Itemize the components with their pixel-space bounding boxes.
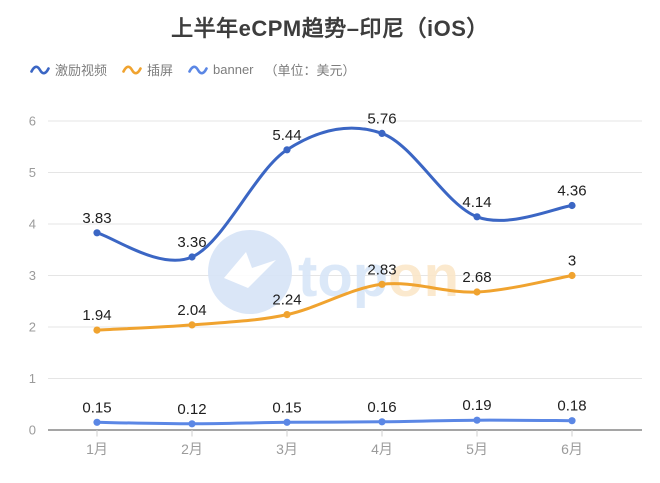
data-label: 0.15 <box>272 399 301 416</box>
data-point <box>188 253 196 261</box>
data-point <box>378 129 386 137</box>
data-label: 0.19 <box>462 397 491 414</box>
data-label: 4.14 <box>462 194 491 211</box>
data-point <box>188 420 196 428</box>
y-axis-label: 2 <box>29 320 36 335</box>
data-point <box>283 418 291 426</box>
data-point <box>93 229 101 237</box>
wave-series-icon <box>122 65 142 74</box>
x-axis-label: 4月 <box>371 441 393 457</box>
wave-series-icon <box>188 65 208 74</box>
data-point <box>93 326 101 334</box>
data-label: 2.68 <box>462 269 491 286</box>
legend-item-label: 插屏 <box>147 63 174 78</box>
legend-item-banner[interactable]: banner <box>188 62 254 77</box>
y-axis-label: 1 <box>29 371 36 386</box>
y-axis-label: 3 <box>29 268 36 283</box>
data-label: 2.83 <box>367 261 396 278</box>
data-point <box>378 280 386 288</box>
y-axis-label: 6 <box>29 114 36 129</box>
legend-item-label: banner <box>213 62 254 77</box>
x-axis-label: 3月 <box>276 441 298 457</box>
data-label: 2.04 <box>177 302 206 319</box>
legend-item-rewarded-video[interactable]: 激励视频 <box>30 60 107 79</box>
watermark-text: topon <box>298 244 459 309</box>
unit-note: （单位：美元） <box>264 63 356 78</box>
data-point <box>473 213 481 221</box>
y-axis-label: 0 <box>29 423 36 438</box>
data-label: 0.12 <box>177 401 206 418</box>
series-line-2 <box>95 418 574 426</box>
x-axis-label: 2月 <box>181 441 203 457</box>
chart-canvas: 0 1 2 3 4 5 6 topon 1月 2月 3月 4月 5月 6月 3.83 3.36 5.44 5.76… <box>29 110 642 457</box>
data-point <box>93 418 101 426</box>
y-axis-label: 5 <box>29 165 36 180</box>
legend-item-interstitial[interactable]: 插屏 <box>122 60 173 79</box>
data-label: 3.36 <box>177 234 206 251</box>
data-point <box>473 288 481 296</box>
data-point <box>568 417 576 425</box>
data-label: 2.24 <box>272 292 301 309</box>
series-line-0 <box>95 126 574 262</box>
data-label: 3 <box>568 253 576 270</box>
x-axis-label: 5月 <box>466 441 488 457</box>
chart-legend: 激励视频 插屏 banner （单位：美元） <box>30 60 356 79</box>
x-axis-label: 1月 <box>86 441 108 457</box>
page-title: 上半年eCPM趋势–印尼（iOS） <box>171 16 489 41</box>
data-point <box>473 416 481 424</box>
data-point <box>568 271 576 280</box>
bird-icon <box>224 252 276 288</box>
data-label: 5.44 <box>272 127 301 144</box>
data-point <box>188 321 196 329</box>
data-label: 5.76 <box>367 110 396 127</box>
data-label: 0.18 <box>557 398 586 415</box>
legend-item-label: 激励视频 <box>55 63 108 78</box>
wave-series-icon <box>30 65 50 74</box>
data-point <box>283 311 291 319</box>
x-axis-label: 6月 <box>561 441 583 457</box>
topon-watermark: topon <box>208 230 459 314</box>
data-label: 0.16 <box>367 399 396 416</box>
data-label: 0.15 <box>82 399 111 416</box>
data-label: 4.36 <box>557 183 586 200</box>
data-label: 1.94 <box>82 307 111 324</box>
data-label: 3.83 <box>82 210 111 227</box>
series-line-1 <box>95 274 574 332</box>
data-point <box>568 201 576 210</box>
data-point <box>378 418 386 426</box>
data-point <box>283 146 291 154</box>
y-axis-label: 4 <box>29 217 36 232</box>
